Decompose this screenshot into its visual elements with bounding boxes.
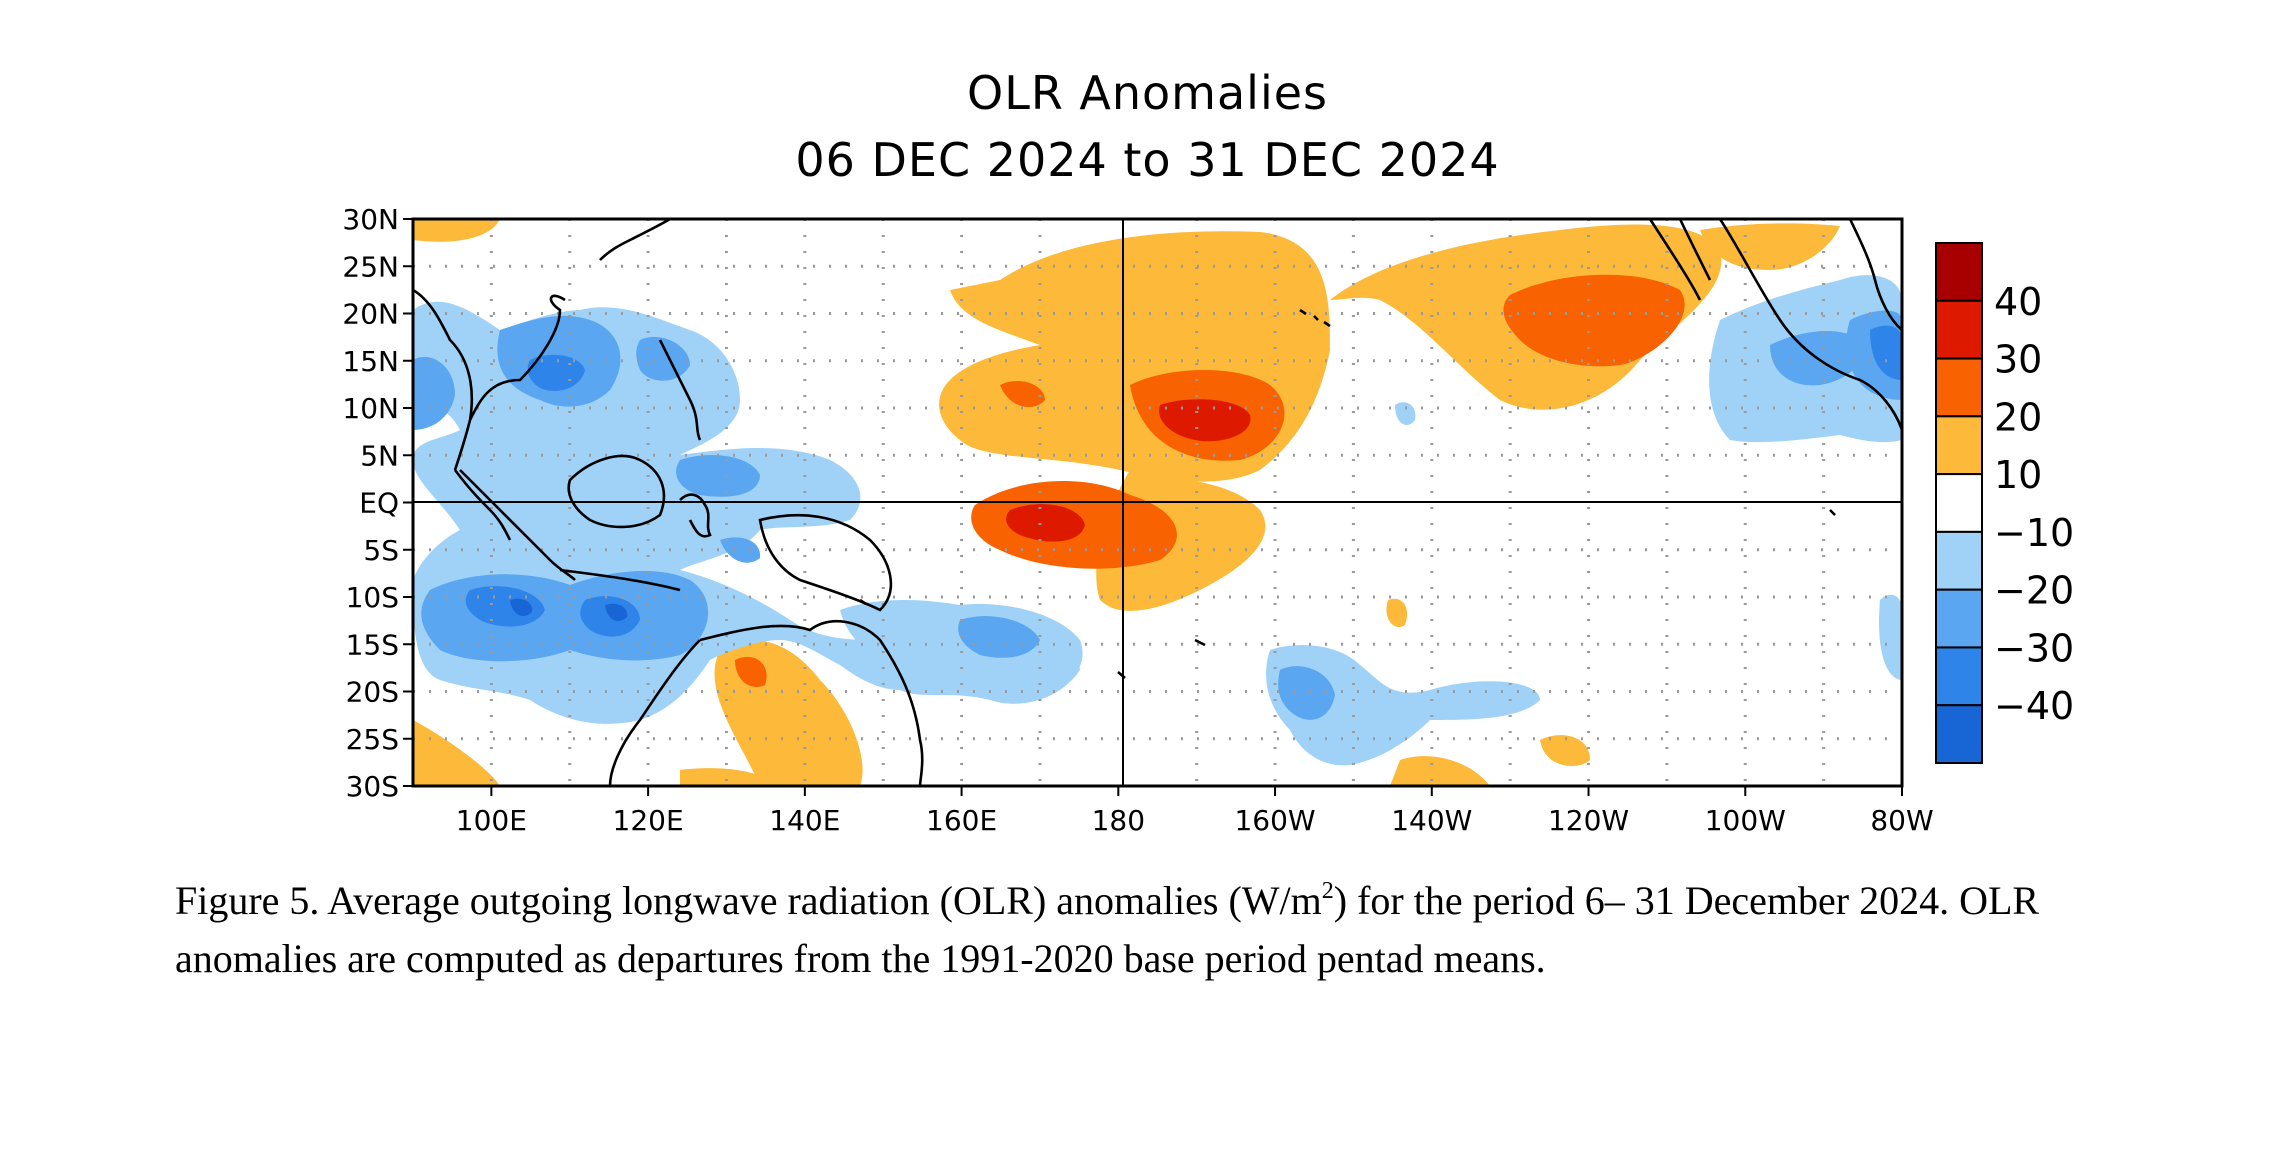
colorbar-segment [1935, 704, 1983, 765]
colorbar: 40 30 20 10 −10 −20 −30 −40 [1935, 242, 2074, 765]
positive-anomaly-south-pacific-1 [1390, 756, 1490, 786]
lat-tick-label: 25S [346, 723, 399, 756]
lon-tick-label: 140E [769, 804, 840, 837]
positive-anomaly-south-pacific-2 [1540, 735, 1590, 766]
coast-borneo [567, 454, 666, 529]
longitude-axis: 100E 120E 140E 160E 180 160W 140W 120W 100W 80W [456, 786, 1934, 837]
colorbar-label: −40 [1994, 684, 2074, 728]
colorbar-label: −10 [1994, 511, 2074, 555]
colorbar-segment [1935, 299, 1983, 360]
positive-anomaly-south-pacific-3 [1386, 598, 1408, 628]
lat-tick-label: 20S [346, 676, 399, 709]
colorbar-label: −20 [1994, 569, 2074, 613]
latitude-axis: 30N 25N 20N 15N 10N 5N EQ 5S 10S 15S 20S 25S 30S [342, 203, 413, 803]
coast-fiji [1117, 638, 1206, 679]
positive-anomaly-peak-north [1159, 399, 1251, 442]
coast-malay-peninsula [453, 469, 512, 541]
lon-tick-label: 160E [926, 804, 997, 837]
colorbar-segment [1935, 646, 1983, 707]
positive-anomaly-small-1 [1000, 380, 1045, 408]
lat-tick-label: 10N [342, 392, 399, 425]
colorbar-label: 20 [1994, 395, 2042, 439]
colorbar-label: 30 [1994, 338, 2042, 382]
negative-anomaly-philippines [636, 336, 690, 381]
positive-anomaly-nw-corner [413, 219, 500, 242]
colorbar-label: 10 [1994, 453, 2042, 497]
colorbar-segment [1935, 415, 1983, 476]
lat-tick-label: 5N [360, 439, 399, 472]
positive-anomaly-northeast-corner [1700, 223, 1840, 270]
lon-tick-label: 120W [1548, 804, 1629, 837]
lat-tick-label: 30N [342, 203, 399, 236]
lat-tick-label: 30S [346, 770, 399, 803]
colorbar-segment [1935, 588, 1983, 649]
lat-tick-label: 15S [346, 628, 399, 661]
lon-tick-label: 80W [1870, 804, 1933, 837]
lon-tick-label: 120E [613, 804, 684, 837]
map-title: OLR Anomalies [966, 66, 1328, 120]
map-date-range: 06 DEC 2024 to 31 DEC 2024 [795, 133, 1500, 187]
positive-anomaly-peak-equator [1006, 504, 1085, 542]
lat-tick-label: 5S [363, 534, 399, 567]
coast-indochina [413, 288, 566, 471]
colorbar-segment [1935, 530, 1983, 591]
coast-mexico [1718, 219, 1902, 431]
negative-anomaly-coral-sea [840, 600, 1083, 695]
negative-anomaly-indonesia-small [720, 537, 761, 563]
coast-galapagos [1829, 509, 1836, 516]
positive-anomaly-northeast-core [1503, 274, 1685, 367]
caption-text-part1: Figure 5. Average outgoing longwave radi… [175, 878, 1322, 923]
positive-anomaly-sw-corner [413, 720, 500, 786]
coast-sulawesi [679, 493, 712, 538]
coast-baja [1648, 219, 1712, 301]
coast-java [559, 568, 681, 592]
lon-tick-label: 160W [1234, 804, 1315, 837]
coast-new-guinea [758, 513, 893, 612]
lon-tick-label: 140W [1391, 804, 1472, 837]
coastlines [413, 219, 1902, 786]
lat-tick-label: 15N [342, 345, 399, 378]
coast-japan-south [599, 219, 671, 261]
coast-philippines [658, 339, 702, 441]
positive-anomaly-central-pacific [939, 231, 1330, 482]
negative-anomaly-coral-sea-core [958, 616, 1040, 658]
positive-anomaly-australia-south [680, 768, 780, 786]
negative-anomaly-small-1 [1395, 402, 1416, 425]
negative-anomaly-maritime-west [413, 356, 455, 430]
lon-tick-label: 100E [456, 804, 527, 837]
negative-anomaly-peak-4 [1870, 325, 1902, 380]
lon-tick-label: 180 [1092, 804, 1145, 837]
negative-anomaly-core-1 [510, 598, 533, 616]
negative-anomaly-indian-ocean-south [421, 570, 709, 662]
coast-central-america-east [1848, 219, 1902, 331]
colorbar-segment [1935, 473, 1983, 533]
lon-tick-label: 100W [1705, 804, 1786, 837]
negative-anomaly-maritime-east [676, 455, 760, 497]
coast-sumatra [459, 469, 576, 581]
colorbar-label: −30 [1994, 626, 2074, 670]
colorbar-segment [1935, 357, 1983, 418]
colorbar-segment [1935, 242, 1983, 302]
coast-hawaii [1299, 308, 1331, 328]
negative-anomaly-south-pacific [1266, 645, 1540, 766]
lat-tick-label: 20N [342, 298, 399, 331]
negative-anomaly-small-2 [1879, 594, 1902, 680]
colorbar-label: 40 [1994, 280, 2042, 324]
caption-text-part2: ) for the period 6– 31 December 2024. OL… [175, 878, 2040, 981]
coast-guam [859, 598, 867, 606]
lat-tick-label: EQ [359, 487, 399, 520]
positive-anomaly-small-2 [735, 656, 767, 688]
caption-superscript: 2 [1321, 878, 1334, 904]
lat-tick-label: 25N [342, 250, 399, 283]
lat-tick-label: 10S [346, 581, 399, 614]
negative-anomaly-south-pacific-core [1278, 666, 1335, 720]
coast-australia [608, 619, 924, 786]
negative-anomaly-core-2 [605, 603, 628, 621]
figure-caption: Figure 5. Average outgoing longwave radi… [175, 872, 2125, 988]
